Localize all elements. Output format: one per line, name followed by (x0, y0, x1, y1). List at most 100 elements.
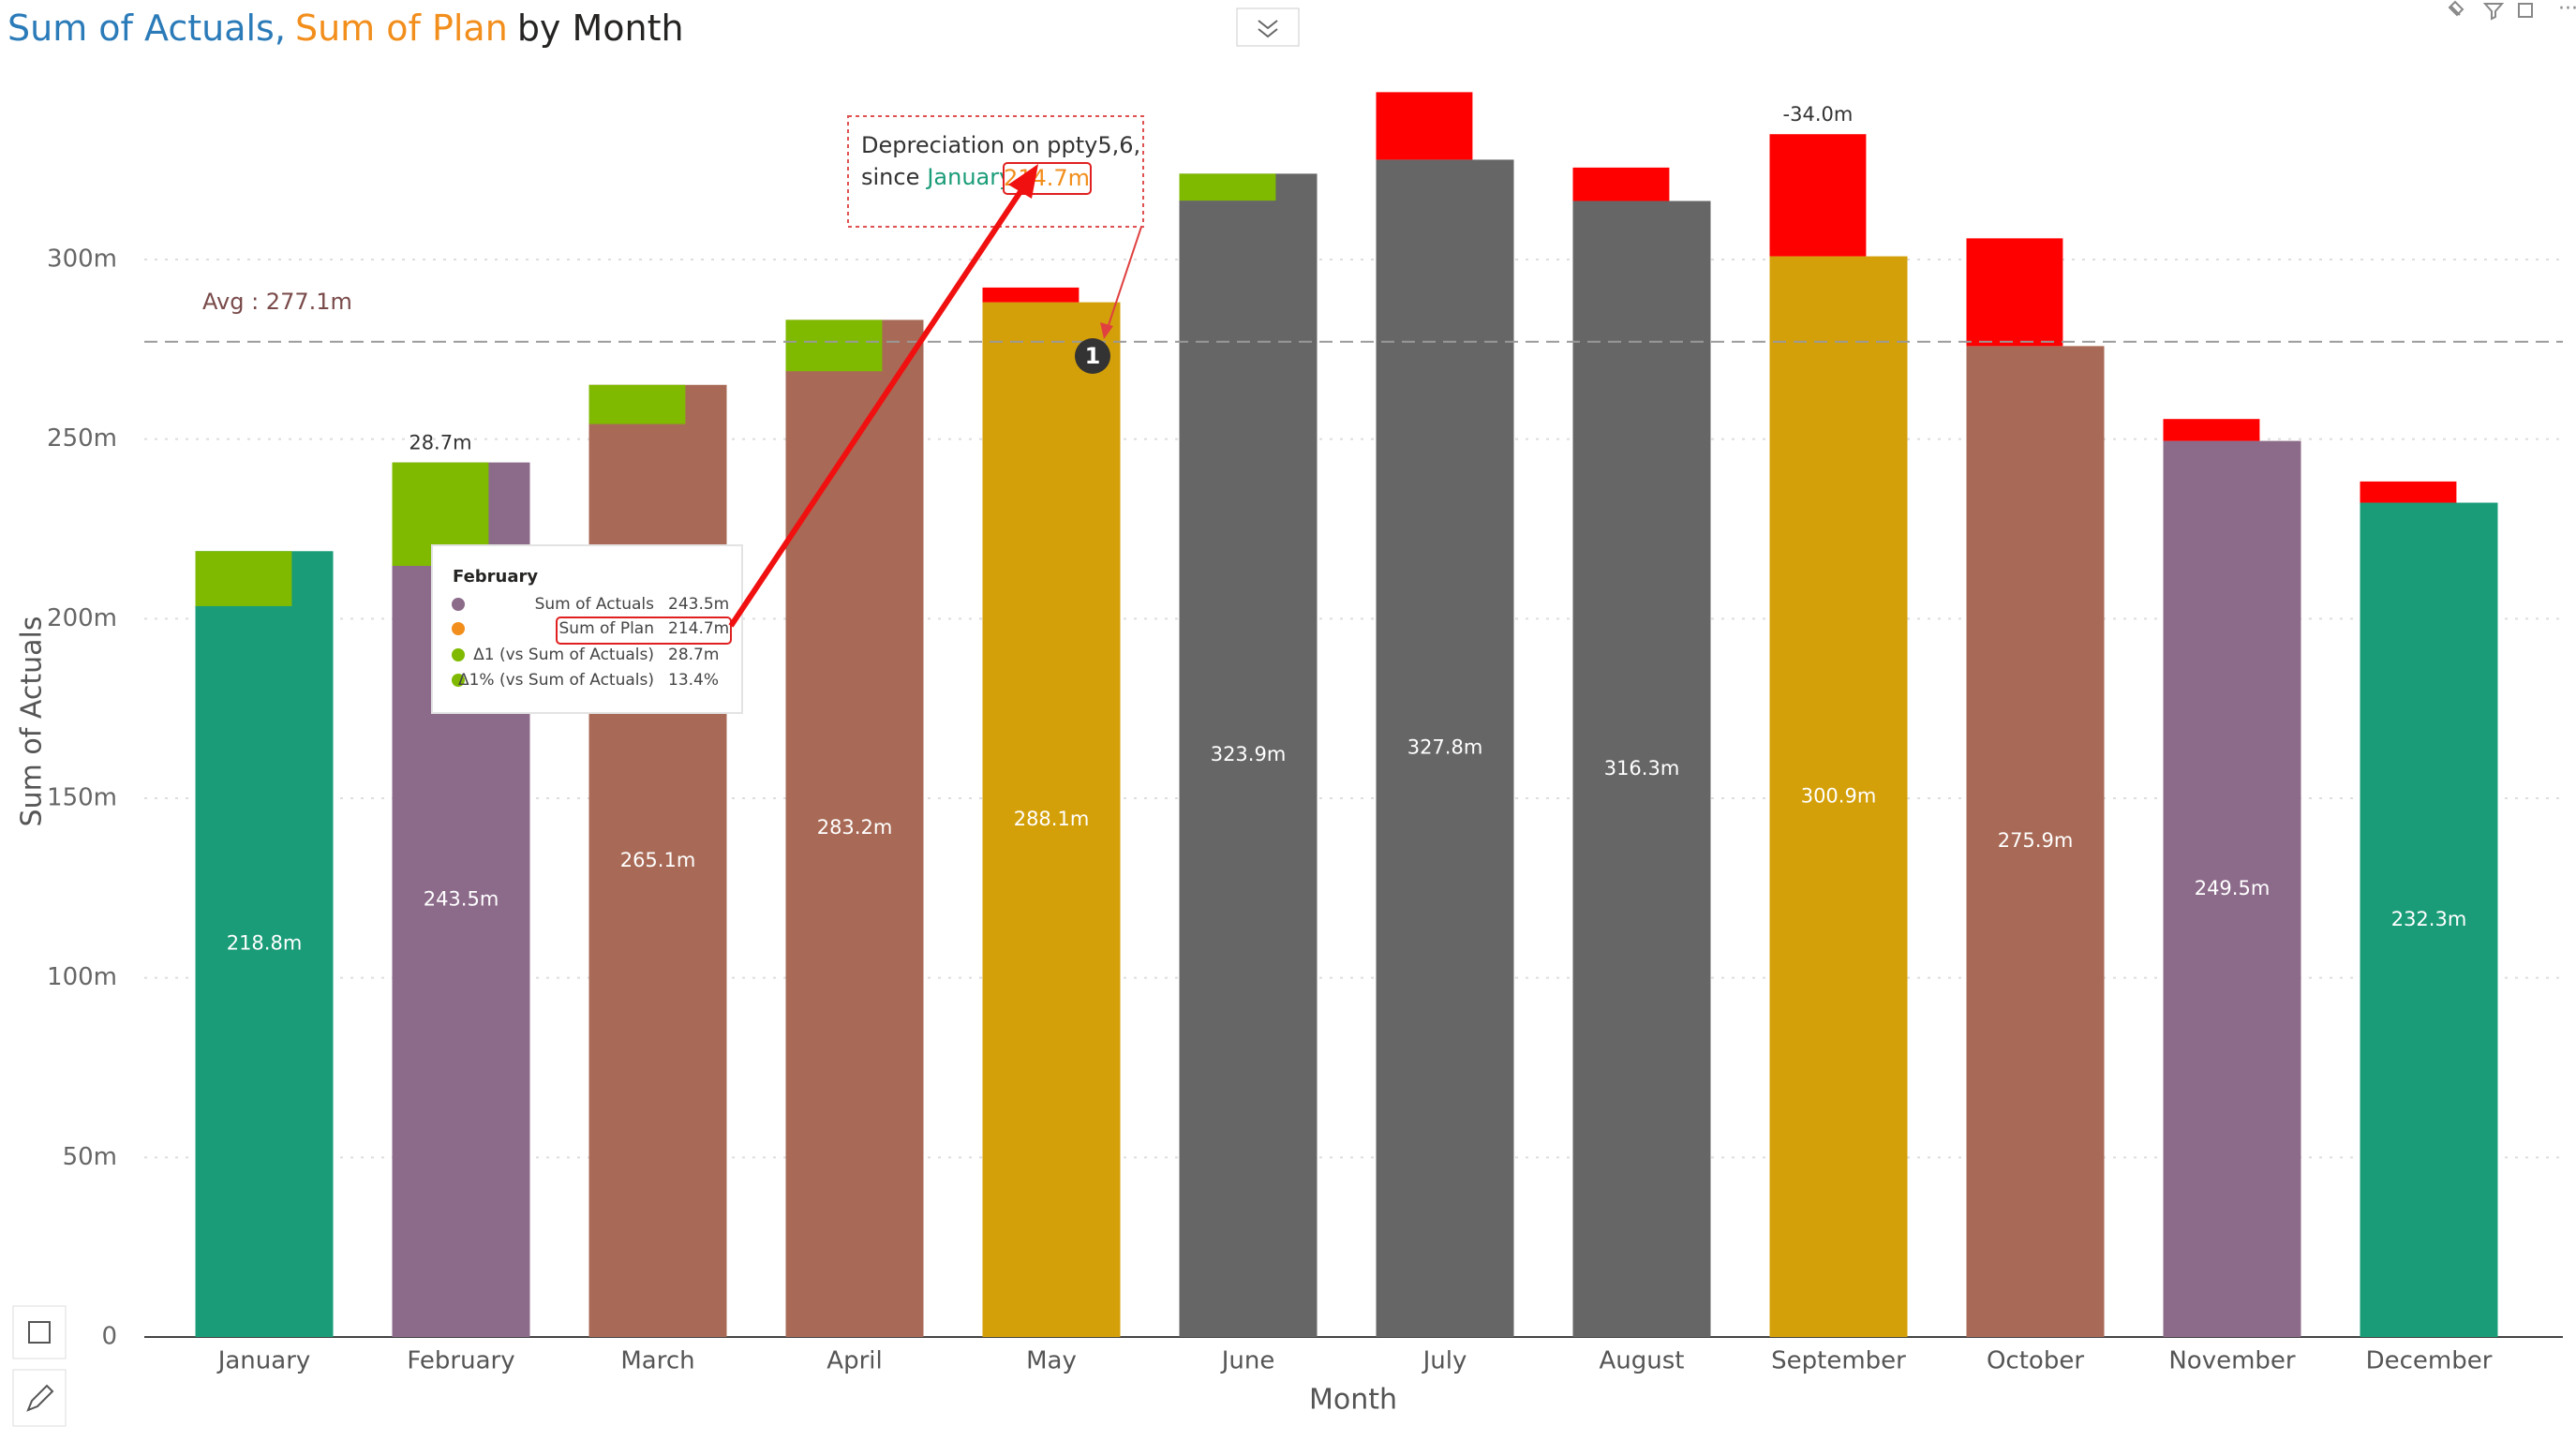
tooltip-label: Sum of Plan (559, 619, 655, 638)
x-tick-label: July (1422, 1347, 1467, 1375)
plan-delta (2163, 419, 2260, 441)
x-tick-label: October (1987, 1347, 2084, 1375)
value-label: 265.1m (620, 849, 696, 871)
edit-icon (26, 1384, 54, 1412)
title-part: Sum of Actuals (7, 7, 275, 49)
tooltip-dot (452, 622, 465, 635)
y-tick-label: 200m (47, 604, 117, 632)
arrow-head (1008, 164, 1038, 199)
plan-delta (2360, 481, 2457, 503)
title-part: , (275, 7, 286, 49)
actual-bar (2163, 440, 2301, 1337)
chevron-icon (1258, 20, 1278, 38)
tooltip-label: Δ1 (vs Sum of Actuals) (473, 646, 654, 664)
tooltip-dot (452, 674, 465, 687)
value-label: 300.9m (1801, 784, 1877, 807)
marker (1075, 338, 1110, 374)
marker-text: 1 (1085, 343, 1101, 369)
actual-bar (1966, 346, 2105, 1338)
plan-delta (588, 384, 686, 424)
arrow-thin (1107, 226, 1142, 329)
x-tick-label: December (2366, 1347, 2493, 1375)
tooltip-dot (452, 598, 465, 611)
x-tick-label: May (1026, 1347, 1077, 1375)
plan-delta (982, 287, 1080, 303)
tooltip-value: 243.5m (668, 595, 729, 614)
x-tick-label: March (620, 1347, 694, 1375)
filter-icon[interactable] (2482, 3, 2505, 21)
table-button[interactable] (12, 1305, 67, 1359)
actual-bar (1572, 201, 1711, 1338)
value-label: 249.5m (2195, 877, 2271, 899)
tooltip-box (431, 544, 743, 714)
title-part: by Month (517, 7, 684, 49)
y-tick-label: 0 (101, 1323, 117, 1351)
x-tick-label: November (2168, 1347, 2296, 1375)
plan-delta (1966, 238, 2063, 347)
value-label: 323.9m (1211, 743, 1287, 765)
x-tick-label: September (1771, 1347, 1906, 1375)
arrow-thin-head (1100, 322, 1113, 339)
delta-label: 28.7m (409, 432, 471, 454)
title-part: Sum of Plan (295, 7, 508, 49)
plan-delta (1769, 134, 1867, 257)
plan-delta (785, 319, 883, 372)
tooltip-title: February (453, 567, 538, 587)
actual-bar (1769, 256, 1908, 1337)
y-tick-label: 250m (47, 424, 117, 453)
table-icon (28, 1321, 51, 1344)
pin-icon[interactable] (2448, 0, 2464, 17)
value-label: 316.3m (1604, 757, 1680, 780)
focus-icon[interactable] (2518, 3, 2533, 18)
plan-delta (1572, 167, 1670, 201)
y-axis-title: Sum of Actuals (16, 617, 49, 827)
plan-delta (1179, 173, 1276, 201)
tooltip-value: 214.7m (668, 619, 729, 638)
plan-delta (1376, 92, 1473, 160)
annotation-text: since January (861, 164, 1012, 190)
tooltip-value: 13.4% (668, 671, 719, 690)
value-label: 283.2m (817, 816, 893, 839)
header-icons[interactable]: ··· (2448, 0, 2576, 21)
value-label: 327.8m (1407, 736, 1483, 759)
value-label: 232.3m (2391, 908, 2467, 930)
annotation-box (847, 115, 1144, 228)
average-label-bg (193, 287, 352, 319)
tooltip-value: 28.7m (668, 646, 719, 664)
value-label: 275.9m (1998, 829, 2074, 852)
y-tick-label: 100m (47, 963, 117, 991)
x-tick-label: January (216, 1347, 311, 1375)
tooltip-dot (452, 648, 465, 661)
average-label: Avg : 277.1m (202, 289, 352, 315)
edit-button[interactable] (12, 1369, 67, 1427)
arrow (728, 180, 1030, 628)
side-tools (12, 1305, 67, 1427)
x-tick-label: February (407, 1347, 514, 1375)
value-label: 288.1m (1014, 808, 1090, 830)
plan-delta (195, 551, 292, 606)
annotation-text: Depreciation on ppty5,6, (861, 132, 1140, 158)
highlight-box (556, 617, 732, 645)
x-axis-title: Month (1309, 1384, 1397, 1417)
actual-bar (588, 384, 727, 1337)
actual-bar (1179, 173, 1318, 1338)
actual-bar (2360, 502, 2498, 1337)
value-label: 243.5m (424, 887, 499, 910)
delta-label: -34.0m (1783, 103, 1854, 126)
annotation-since: since (861, 164, 919, 190)
y-tick-label: 50m (63, 1143, 117, 1171)
collapse-button[interactable] (1236, 7, 1300, 47)
value-label: 218.8m (227, 932, 303, 955)
chart-title: Sum of Actuals, Sum of Plan by Month (7, 7, 684, 49)
x-tick-label: April (826, 1347, 882, 1375)
actual-bar (195, 551, 334, 1337)
actual-bar (1376, 159, 1514, 1337)
annotation-month: January (925, 164, 1012, 190)
actual-bar (785, 319, 924, 1337)
tooltip-label: Sum of Actuals (535, 595, 655, 614)
more-icon[interactable]: ··· (2558, 0, 2576, 21)
y-tick-label: 300m (47, 245, 117, 274)
x-tick-label: August (1600, 1347, 1685, 1375)
x-tick-label: June (1220, 1347, 1275, 1375)
